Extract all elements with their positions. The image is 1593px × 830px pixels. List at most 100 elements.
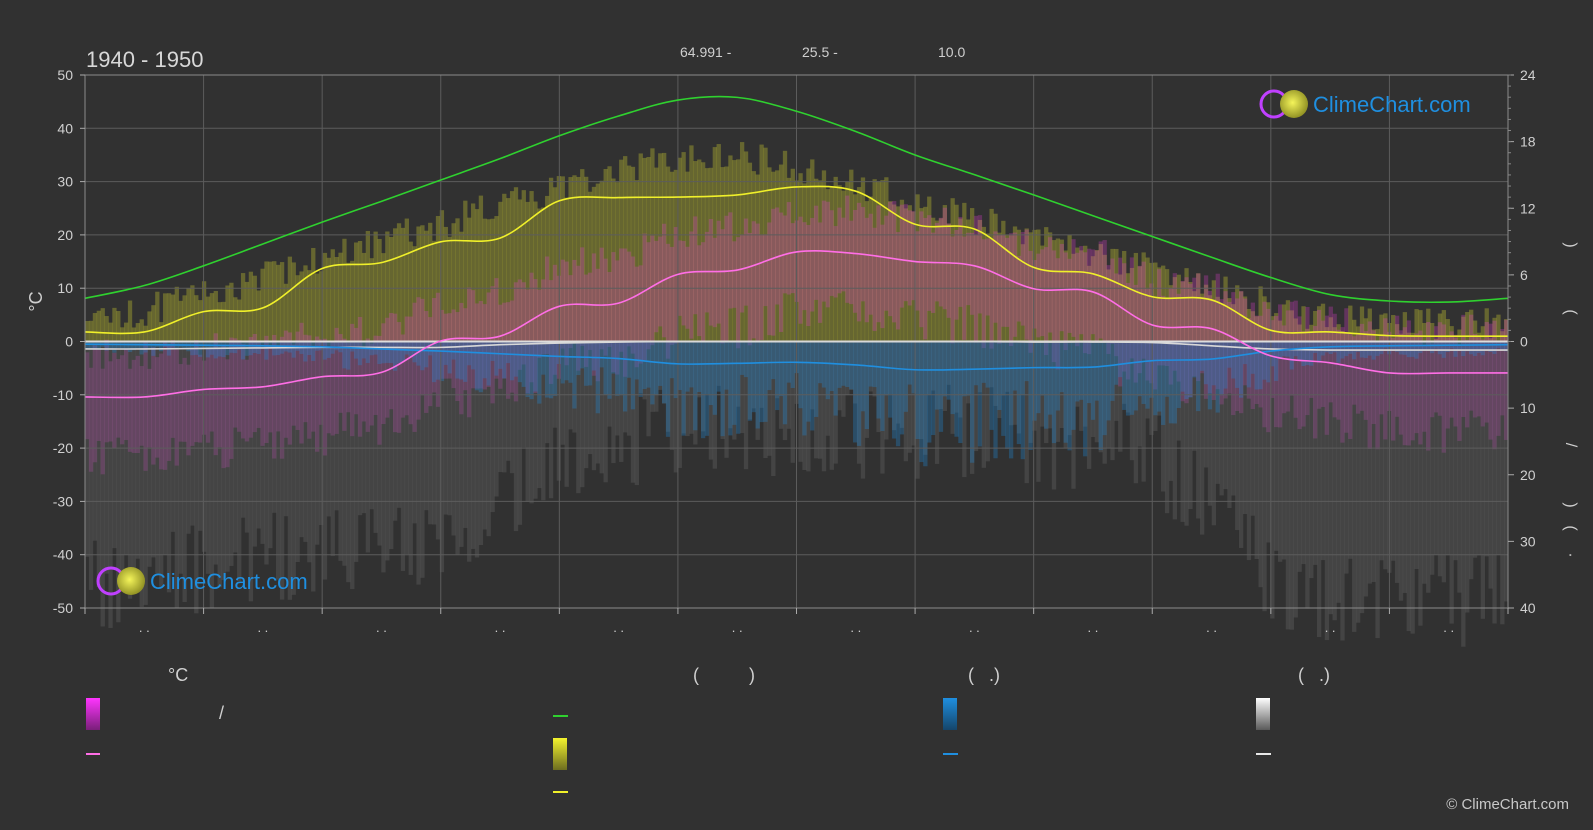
- sunshine-daily-bar: [934, 220, 940, 342]
- sunshine-daily-bar: [736, 159, 741, 342]
- rain-daily-bar: [868, 341, 873, 387]
- sunshine-daily-bar: [591, 186, 597, 342]
- sunshine-daily-bar: [607, 166, 612, 342]
- rain-daily-bar: [416, 341, 421, 366]
- temperature-daily-bar: [868, 213, 873, 315]
- temperature-daily-bar: [252, 333, 257, 433]
- sunshine-daily-bar: [1492, 317, 1497, 342]
- sunshine-daily-bar: [903, 208, 909, 342]
- rain-line: [84, 343, 1509, 371]
- temperature-daily-bar: [673, 227, 678, 344]
- rain-daily-bar: [954, 341, 959, 437]
- legend-daylight-line: [553, 715, 568, 717]
- sunshine-daily-bar: [1441, 310, 1447, 342]
- temperature-daily-bar: [1020, 232, 1025, 326]
- right-axis-tick-label: 30: [1520, 533, 1536, 549]
- period-title: 1940 - 1950: [86, 47, 203, 72]
- y-tick-label: 50: [57, 67, 73, 83]
- rain-daily-bar: [513, 341, 519, 377]
- temperature-daily-bar: [389, 312, 394, 410]
- temperature-daily-bar: [689, 231, 694, 339]
- temperature-daily-bar: [1008, 233, 1014, 347]
- temperature-daily-bar: [338, 334, 343, 413]
- sunshine-daily-bar: [568, 177, 573, 342]
- sunshine-daily-bar: [311, 247, 316, 342]
- snow-daily-bar: [1223, 341, 1228, 490]
- rain-daily-bar: [576, 341, 581, 376]
- sunshine-daily-bar: [1246, 308, 1252, 342]
- temperature-daily-bar: [396, 322, 402, 433]
- snow-daily-bar: [853, 341, 858, 404]
- sunshine-daily-bar: [623, 156, 628, 342]
- rain-daily-bar: [708, 341, 714, 406]
- sunshine-daily-bar: [451, 223, 456, 342]
- logo-sun-icon: [1280, 90, 1308, 118]
- rain-daily-bar: [139, 341, 144, 355]
- snow-daily-bar: [728, 341, 733, 429]
- temperature-daily-bar: [408, 316, 413, 425]
- rain-daily-bar: [751, 341, 756, 413]
- rain-daily-bar: [619, 341, 624, 396]
- sunshine-daily-bar: [92, 313, 98, 342]
- temperature-daily-bar: [1258, 315, 1263, 408]
- sunshine-daily-bar: [424, 230, 429, 342]
- right-axis-tick-label: 10: [1520, 400, 1536, 416]
- snow-daily-bar: [416, 341, 421, 585]
- rain-daily-bar: [864, 341, 870, 430]
- rain-daily-bar: [1122, 341, 1127, 410]
- rain-daily-bar: [1149, 341, 1154, 398]
- snow-daily-bar: [1383, 341, 1388, 570]
- snow-daily-bar: [1402, 341, 1408, 593]
- temperature-daily-bar: [817, 222, 823, 323]
- temperature-daily-bar: [1461, 314, 1466, 417]
- temperature-daily-bar: [778, 212, 784, 332]
- snow-daily-bar: [201, 341, 207, 552]
- temperature-daily-bar: [919, 211, 924, 328]
- snow-daily-bar: [1086, 341, 1092, 469]
- snow-daily-bar: [825, 341, 831, 436]
- snow-daily-bar: [420, 341, 425, 578]
- temperature-daily-bar: [459, 302, 464, 415]
- sunshine-daily-bar: [642, 157, 647, 342]
- temperature-daily-bar: [104, 339, 109, 443]
- snow-daily-bar: [759, 341, 764, 408]
- temperature-daily-bar: [85, 352, 90, 440]
- sunshine-daily-bar: [209, 293, 215, 342]
- temperature-daily-bar: [392, 313, 398, 433]
- snow-daily-bar: [112, 341, 117, 549]
- temperature-daily-bar: [736, 237, 741, 349]
- rain-daily-bar: [1238, 341, 1244, 398]
- rain-daily-bar: [381, 341, 386, 364]
- sunshine-daily-bar: [513, 187, 519, 342]
- rain-daily-bar: [1145, 341, 1150, 409]
- rain-daily-bar: [311, 341, 316, 361]
- snow-daily-bar: [587, 341, 593, 455]
- sunshine-daily-bar: [1203, 284, 1209, 342]
- temperature-daily-bar: [322, 338, 328, 456]
- temperature-daily-bar: [1067, 258, 1072, 333]
- temperature-daily-bar: [1371, 330, 1376, 424]
- legend-header-temperature: °C: [168, 665, 189, 685]
- temperature-daily-bar: [186, 364, 191, 456]
- right-axis-tick-label: 40: [1520, 600, 1536, 616]
- sunshine-daily-bar: [307, 270, 312, 342]
- snow-daily-bar: [626, 341, 632, 436]
- snow-daily-bar: [619, 341, 624, 462]
- snow-daily-bar: [646, 341, 651, 437]
- temperature-daily-bar: [1469, 314, 1474, 411]
- header-value-3: 10.0: [938, 44, 965, 60]
- temperature-daily-bar: [1145, 288, 1150, 381]
- temperature-daily-bar: [151, 347, 156, 465]
- temperature-daily-bar: [162, 342, 168, 470]
- temperature-daily-bar: [1254, 315, 1259, 405]
- rain-daily-bar: [973, 341, 979, 386]
- rain-daily-bar: [1001, 341, 1006, 436]
- snow-daily-bar: [252, 341, 257, 547]
- sunshine-daily-bar: [775, 170, 780, 342]
- temperature-daily-bar: [743, 218, 749, 306]
- rain-daily-bar: [260, 341, 265, 349]
- snow-daily-bar: [357, 341, 363, 516]
- snow-daily-bar: [1235, 341, 1240, 531]
- snow-daily-bar: [525, 341, 530, 502]
- sunshine-daily-bar: [509, 191, 515, 342]
